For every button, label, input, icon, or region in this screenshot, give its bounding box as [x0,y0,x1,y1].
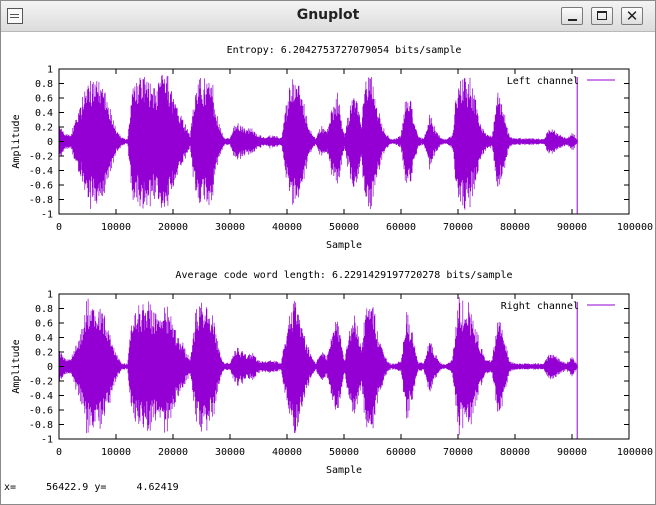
y-tick-label: -0.4 [29,391,53,402]
waveform-series [58,74,578,210]
y-tick-label: 1 [47,65,53,76]
x-tick-label: 60000 [386,447,416,458]
y-tick-label: 0.4 [35,108,53,119]
x-tick-label: 50000 [329,222,359,233]
y-tick-label: 0.6 [35,94,53,105]
y-tick-label: 0 [47,362,53,373]
x-tick-label: 0 [56,222,62,233]
plot-panel-2: Average code word length: 6.229142919772… [11,270,653,476]
y-axis-label: Amplitude [11,114,22,168]
minimize-icon [568,19,577,21]
y-tick-label: 0.6 [35,319,53,330]
maximize-icon [597,11,607,20]
app-menu-icon[interactable] [7,8,23,24]
x-tick-label: 70000 [443,447,473,458]
legend-label: Right channel [501,301,579,312]
x-tick-label: 90000 [557,447,587,458]
cursor-y-value: 4.62419 [136,482,179,493]
x-tick-label: 60000 [386,222,416,233]
maximize-button[interactable] [591,7,613,25]
plot-title: Entropy: 6.2042753727079054 bits/sample [227,45,462,56]
x-tick-label: 70000 [443,222,473,233]
y-tick-label: -0.8 [29,195,53,206]
x-tick-label: 30000 [215,447,245,458]
x-tick-label: 30000 [215,222,245,233]
cursor-y-label: y= [94,482,107,493]
title-bar[interactable]: Gnuplot ✕ [1,1,655,32]
x-tick-label: 0 [56,447,62,458]
x-tick-label: 40000 [272,222,302,233]
minimize-button[interactable] [561,7,583,25]
x-tick-label: 100000 [617,447,653,458]
y-tick-label: 1 [47,290,53,301]
y-tick-label: -1 [41,435,53,446]
y-tick-label: 0.8 [35,304,53,315]
y-tick-label: 0.2 [35,348,53,359]
y-tick-label: -0.8 [29,420,53,431]
plot-panel-1: Entropy: 6.2042753727079054 bits/sample 1… [11,45,653,251]
plot-canvas[interactable]: Entropy: 6.2042753727079054 bits/sample 1… [1,1,655,481]
x-axis-label: Sample [326,240,362,251]
x-tick-label: 90000 [557,222,587,233]
legend-label: Left channel [507,76,579,87]
x-tick-label: 20000 [158,222,188,233]
x-tick-label: 80000 [500,222,530,233]
y-tick-label: -1 [41,210,53,221]
cursor-x-value: 56422.9 [46,482,89,493]
x-tick-label: 50000 [329,447,359,458]
x-tick-label: 100000 [617,222,653,233]
x-tick-label: 40000 [272,447,302,458]
y-tick-label: -0.4 [29,166,53,177]
close-icon: ✕ [625,7,639,25]
cursor-x-label: x= [4,482,17,493]
y-tick-label: -0.6 [29,406,53,417]
y-tick-label: 0 [47,137,53,148]
window-title: Gnuplot [296,7,360,23]
y-tick-label: -0.6 [29,181,53,192]
x-tick-label: 10000 [101,222,131,233]
y-tick-label: 0.2 [35,123,53,134]
waveform-series [58,297,578,435]
x-axis-label: Sample [326,465,362,476]
close-button[interactable]: ✕ [621,7,643,25]
x-tick-label: 10000 [101,447,131,458]
x-tick-label: 20000 [158,447,188,458]
y-tick-label: 0.8 [35,79,53,90]
y-tick-label: 0.4 [35,333,53,344]
x-tick-label: 80000 [500,447,530,458]
y-tick-label: -0.2 [29,152,53,163]
status-bar: x= 56422.9 y= 4.62419 [4,482,179,493]
y-axis-label: Amplitude [11,339,22,393]
y-tick-label: -0.2 [29,377,53,388]
plot-title: Average code word length: 6.229142919772… [175,270,512,281]
